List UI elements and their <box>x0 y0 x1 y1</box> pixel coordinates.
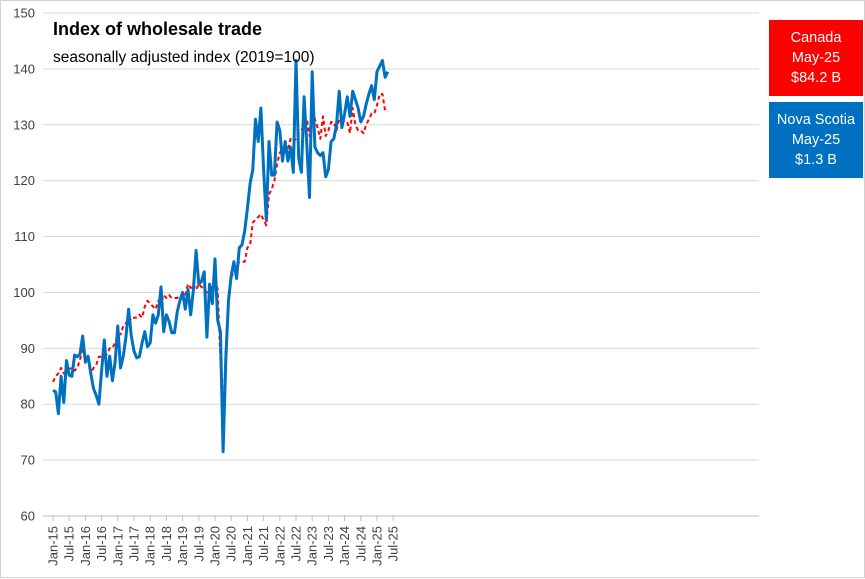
x-tick-label: Jul-24 <box>353 526 368 561</box>
legend-canada-period: May-25 <box>791 50 841 66</box>
x-tick-label: Jan-21 <box>240 526 255 566</box>
y-tick-label: 90 <box>21 341 35 356</box>
gridlines <box>43 12 759 517</box>
legend-canada-name: Canada <box>790 30 842 46</box>
x-tick-label: Jul-19 <box>191 526 206 561</box>
y-axis-ticks: 60 70 80 90 100 110 120 130 140 150 <box>13 6 35 524</box>
x-tick-label: Jan-15 <box>46 526 61 566</box>
legend-nova-scotia-value: $1.3 B <box>795 152 837 168</box>
x-tick-label: Jan-19 <box>175 526 190 566</box>
legend-canada-value: $84.2 B <box>791 70 841 86</box>
y-tick-label: 120 <box>13 173 35 188</box>
x-tick-label: Jul-15 <box>62 526 77 561</box>
x-tick-label: Jul-23 <box>321 526 336 561</box>
x-tick-label: Jan-23 <box>305 526 320 566</box>
y-tick-label: 110 <box>14 229 35 244</box>
legend-nova-scotia: Nova Scotia May-25 $1.3 B <box>769 102 863 178</box>
y-tick-label: 70 <box>21 453 35 468</box>
x-tick-label: Jul-25 <box>386 526 401 561</box>
chart-subtitle: seasonally adjusted index (2019=100) <box>53 49 315 66</box>
legend-nova-scotia-name: Nova Scotia <box>776 112 856 128</box>
x-tick-label: Jan-20 <box>208 526 223 566</box>
x-tick-label: Jan-25 <box>370 526 385 566</box>
y-tick-label: 60 <box>21 509 35 524</box>
legend-nova-scotia-period: May-25 <box>791 132 841 148</box>
x-tick-label: Jul-21 <box>256 526 271 561</box>
x-tick-label: Jan-16 <box>78 526 93 566</box>
x-tick-label: Jul-18 <box>159 526 174 561</box>
y-tick-label: 100 <box>13 285 35 300</box>
series-line-nova-scotia <box>52 59 390 454</box>
y-tick-label: 80 <box>21 397 35 412</box>
x-tick-label: Jan-18 <box>143 526 158 566</box>
x-tick-label: Jul-16 <box>94 526 109 561</box>
y-tick-label: 150 <box>13 6 35 21</box>
x-tick-label: Jul-17 <box>127 526 142 561</box>
y-tick-label: 130 <box>13 117 35 132</box>
series-layer <box>52 59 390 454</box>
x-axis-ticks: Jan-15 Jul-15 Jan-16 Jul-16 Jan-17 Jul-17 Jan-… <box>46 516 401 566</box>
legend-canada: Canada May-25 $84.2 B <box>769 20 863 96</box>
x-tick-label: Jul-20 <box>224 526 239 561</box>
x-tick-label: Jul-22 <box>289 526 304 561</box>
chart-title: Index of wholesale trade <box>53 19 263 39</box>
x-tick-label: Jan-22 <box>272 526 287 566</box>
x-tick-label: Jan-24 <box>337 526 352 566</box>
x-tick-label: Jan-17 <box>110 526 125 566</box>
y-tick-label: 140 <box>13 61 35 76</box>
